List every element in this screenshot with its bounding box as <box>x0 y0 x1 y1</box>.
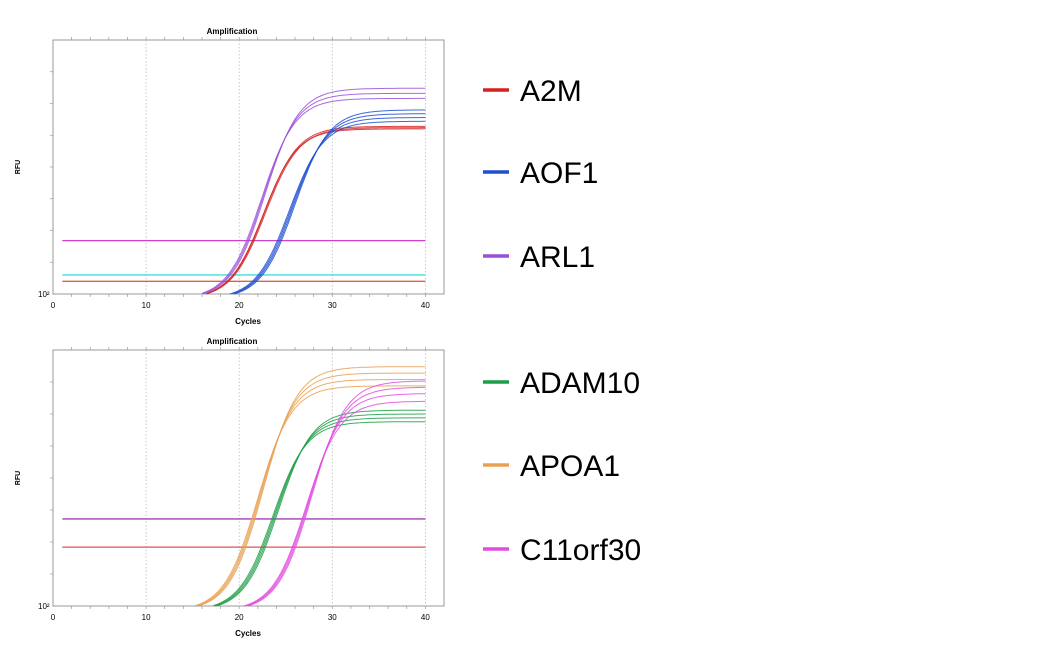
grid <box>145 40 426 294</box>
x-tick-label: 30 <box>328 301 337 310</box>
amplification-curves <box>194 366 426 607</box>
y-tick-label: 10² <box>38 290 50 299</box>
x-axis-label: Cycles <box>235 317 261 326</box>
grid <box>145 350 426 606</box>
amplification-curve <box>201 97 426 294</box>
amplification-curve <box>248 380 426 607</box>
y-axis-label: RFU <box>15 160 22 174</box>
amplification-curve <box>201 92 426 295</box>
amplification-curve <box>206 127 426 295</box>
x-tick-label: 20 <box>235 613 244 622</box>
amplification-curve <box>199 366 426 607</box>
x-tick-label: 10 <box>142 613 151 622</box>
amplification-chart-top: Amplification 0 10 20 30 40 10² Cycles RFU <box>15 27 445 326</box>
legend-label: ADAM10 <box>520 367 640 400</box>
chart-title: Amplification <box>207 27 258 36</box>
legend-item: C11orf30 <box>483 534 641 567</box>
amplification-curve <box>206 125 426 295</box>
legend-label: C11orf30 <box>520 534 641 567</box>
legend-label: AOF1 <box>520 157 598 190</box>
amplification-curve <box>234 109 426 295</box>
x-axis-ticks: 0 10 20 30 40 <box>50 347 430 622</box>
amplification-curve <box>194 385 426 607</box>
legend-item: ARL1 <box>483 241 595 274</box>
threshold-lines <box>62 240 426 282</box>
amplification-curve <box>232 117 426 295</box>
legend-label: ARL1 <box>520 241 595 274</box>
amplification-curve <box>213 417 426 607</box>
x-axis-label: Cycles <box>235 629 261 638</box>
legend-label: A2M <box>520 75 582 108</box>
amplification-chart-bottom: Amplification 0 10 20 30 40 10² Cycles RFU <box>15 337 445 638</box>
x-tick-label: 40 <box>421 301 430 310</box>
legend-bottom: ADAM10 APOA1 C11orf30 <box>483 367 641 567</box>
x-tick-label: 40 <box>421 613 430 622</box>
amplification-curve <box>213 421 426 606</box>
plot-area <box>52 349 445 607</box>
amplification-curve <box>246 393 426 607</box>
plot-area <box>52 39 445 295</box>
amplification-curve <box>215 413 426 607</box>
x-tick-label: 0 <box>51 613 56 622</box>
legend-item: ADAM10 <box>483 367 640 400</box>
amplification-curve <box>197 379 426 606</box>
x-tick-label: 20 <box>235 301 244 310</box>
amplification-curve <box>229 120 426 295</box>
amplification-curve <box>243 400 426 607</box>
amplification-curve <box>234 113 426 294</box>
chart-title: Amplification <box>207 337 258 346</box>
x-tick-label: 0 <box>51 301 56 310</box>
amplification-curves <box>201 87 426 295</box>
legend-item: AOF1 <box>483 157 598 190</box>
y-axis-label: RFU <box>15 471 22 485</box>
x-axis-ticks: 0 10 20 30 40 <box>50 37 430 310</box>
amplification-curve <box>218 409 426 606</box>
amplification-curve <box>204 87 426 294</box>
amplification-curve <box>248 386 426 606</box>
y-tick-label: 10² <box>38 602 50 611</box>
legend-item: A2M <box>483 75 582 108</box>
legend-label: APOA1 <box>520 450 620 483</box>
amplification-curve <box>197 372 426 607</box>
x-tick-label: 10 <box>142 301 151 310</box>
legend-top: A2M AOF1 ARL1 <box>483 75 598 274</box>
x-tick-label: 30 <box>328 613 337 622</box>
legend-item: APOA1 <box>483 450 620 483</box>
